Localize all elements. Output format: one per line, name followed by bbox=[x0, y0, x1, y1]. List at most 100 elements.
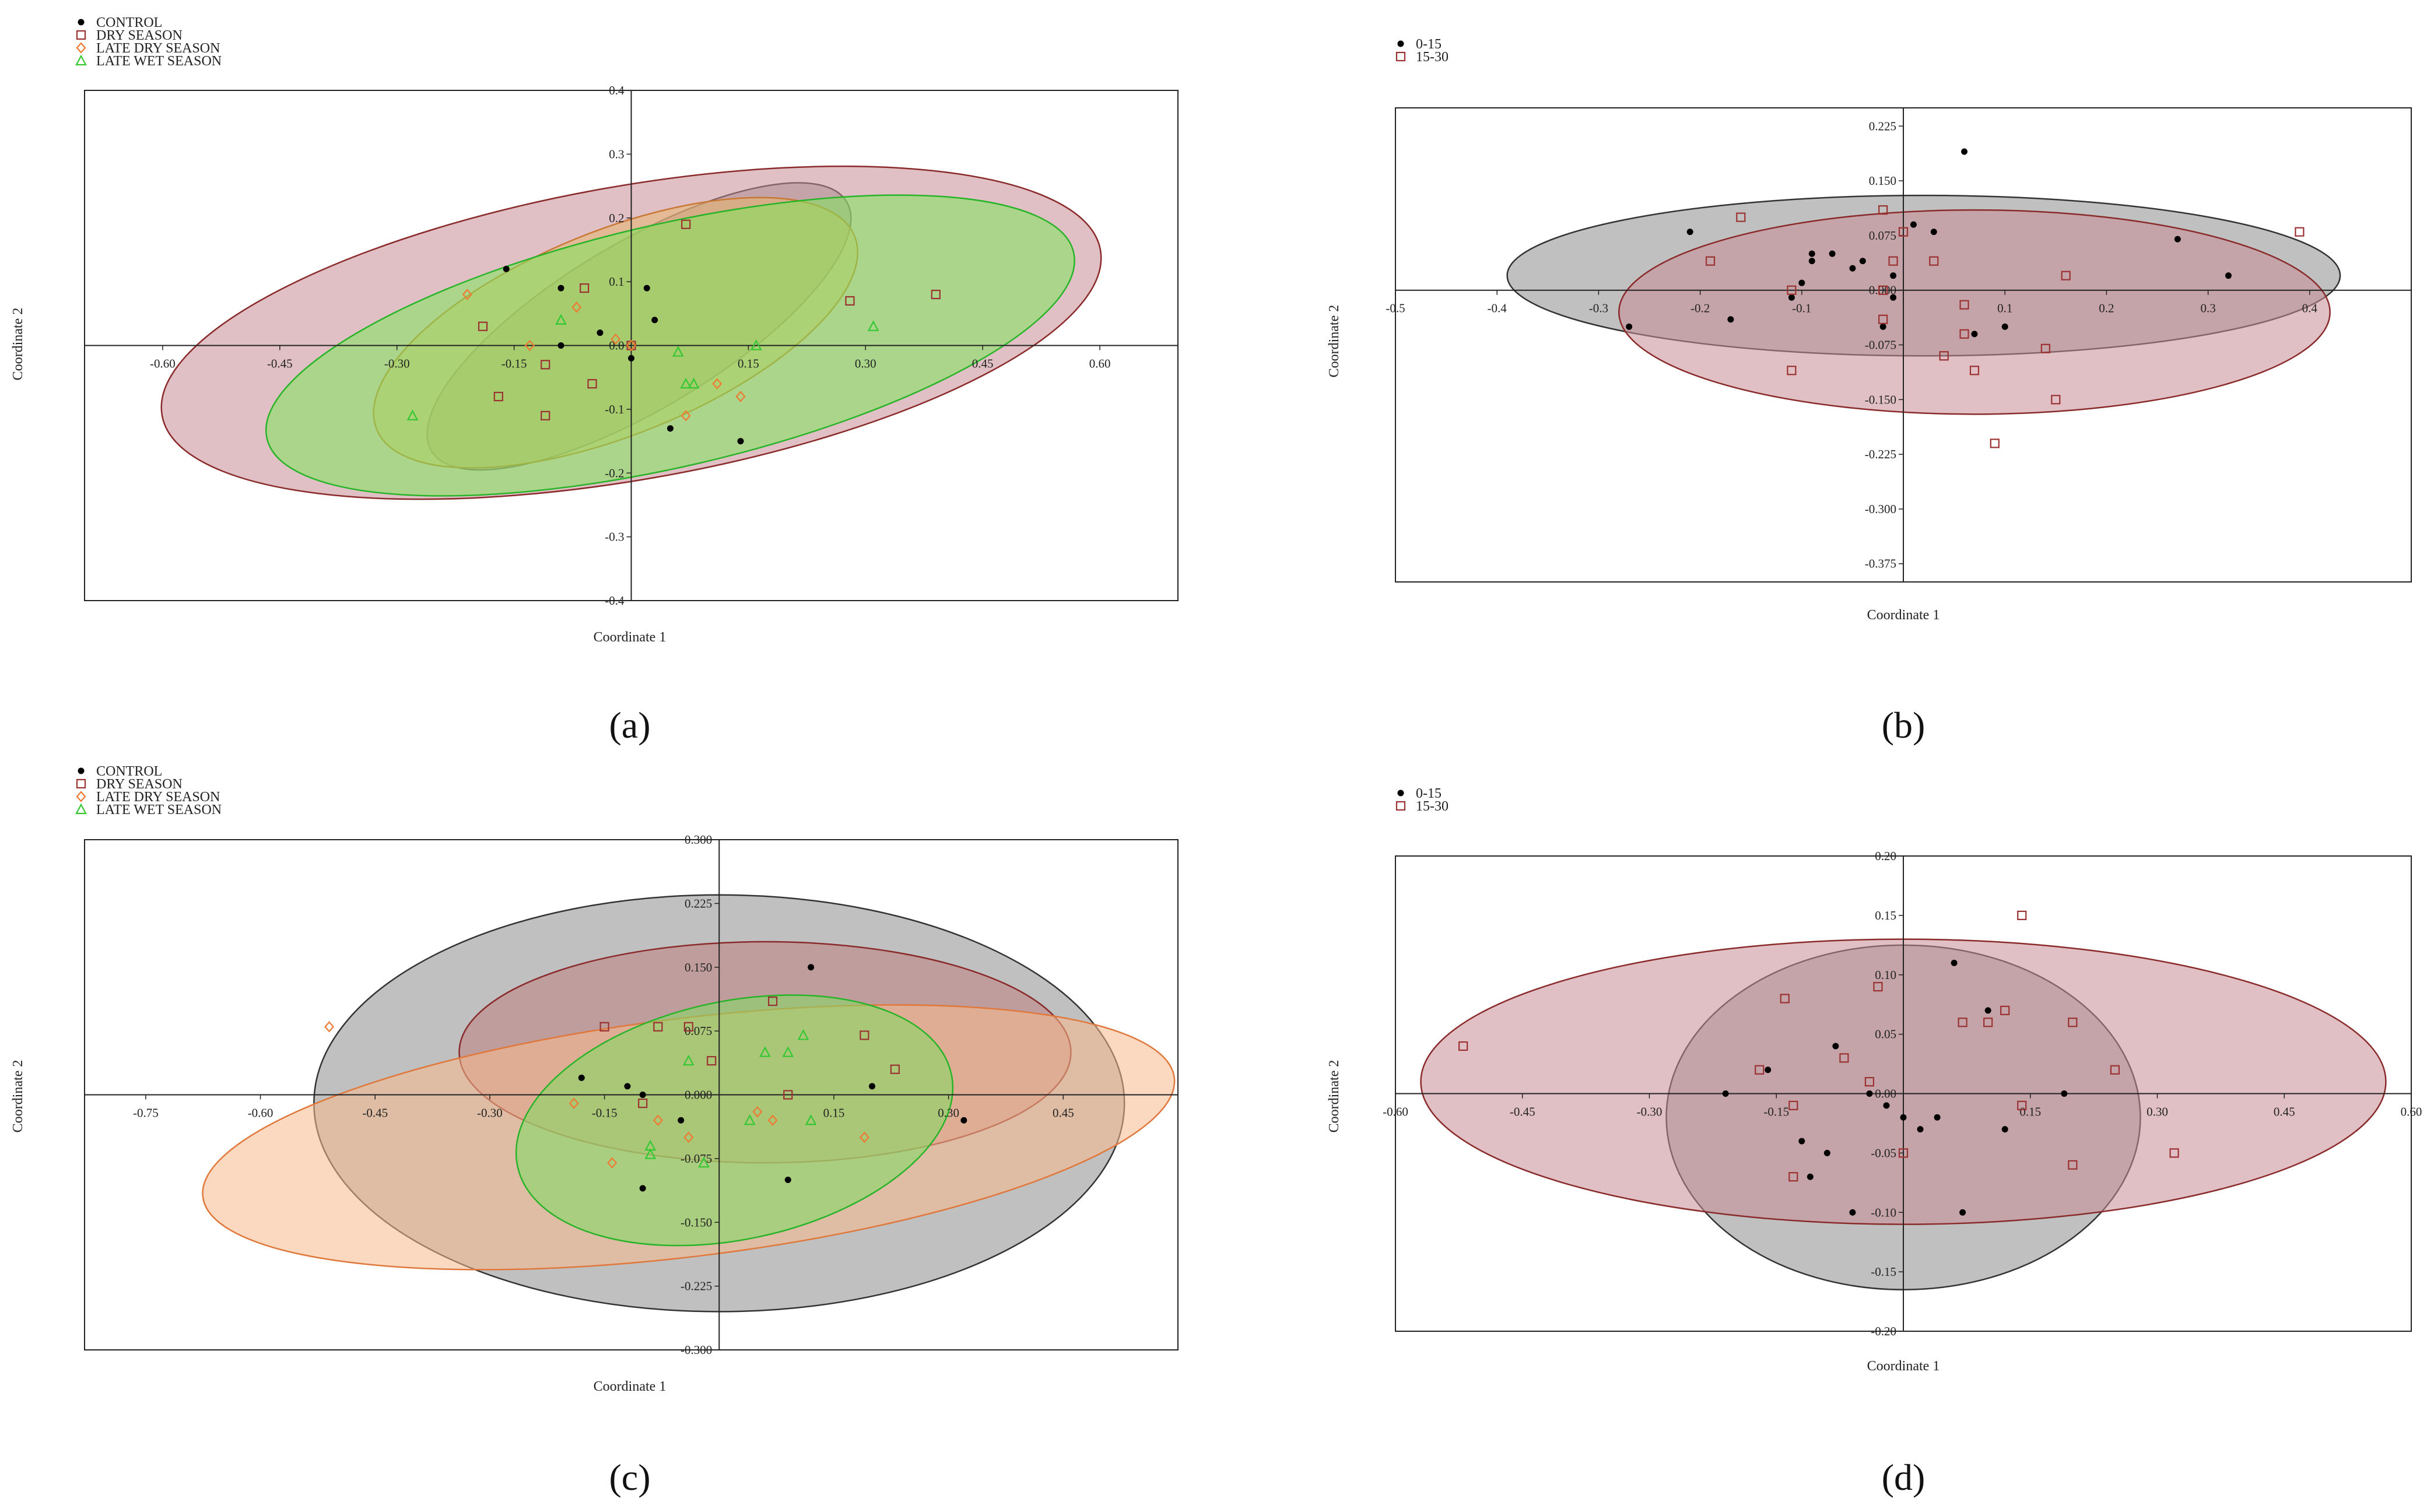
data-point-square bbox=[2017, 1100, 2027, 1110]
legend-entry: DRY SEASON bbox=[96, 777, 183, 792]
y-tick-label: 0.000 bbox=[685, 1088, 712, 1102]
x-tick-label: 0.45 bbox=[1053, 1106, 1074, 1120]
confidence-ellipse-1 bbox=[1618, 209, 2331, 415]
y-axis-label: Coordinate 2 bbox=[10, 308, 26, 381]
legend-marker bbox=[1395, 51, 1406, 62]
data-point-triangle bbox=[688, 377, 700, 389]
data-point-square bbox=[638, 1098, 648, 1108]
x-tick-label: -0.45 bbox=[362, 1106, 388, 1120]
data-point-square bbox=[2000, 1005, 2010, 1015]
y-tick-label: -0.4 bbox=[605, 594, 625, 608]
x-axis-label: Coordinate 1 bbox=[594, 1379, 667, 1394]
y-tick-label: -0.20 bbox=[1871, 1324, 1896, 1338]
data-point-dot bbox=[1832, 1043, 1839, 1050]
y-tick-label: 0.300 bbox=[685, 833, 712, 847]
data-point-dot bbox=[1808, 250, 1815, 257]
data-point-square bbox=[1878, 205, 1888, 215]
data-point-square bbox=[653, 1022, 663, 1032]
data-point-diamond bbox=[626, 339, 636, 352]
y-tick-label: -0.10 bbox=[1871, 1205, 1896, 1219]
data-point-square bbox=[890, 1064, 900, 1074]
chart-panel-a: -0.60 -0.45 -0.30 -0.15 0.15 0.30 0.45 0.60 0.4 0… bbox=[10, 15, 1179, 746]
data-point-square bbox=[1788, 1100, 1798, 1110]
data-point-dot bbox=[1859, 258, 1866, 265]
data-point-diamond bbox=[681, 410, 691, 422]
panel-caption: (d) bbox=[1882, 1457, 1926, 1498]
x-tick-label: -0.30 bbox=[1637, 1105, 1663, 1119]
legend-entry: 15-30 bbox=[1416, 50, 1449, 65]
data-point-square bbox=[1969, 366, 1980, 376]
confidence-ellipse-3 bbox=[515, 994, 954, 1247]
legend-entry: CONTROL bbox=[96, 15, 162, 30]
x-tick-label: 0.45 bbox=[2274, 1105, 2295, 1119]
legend-marker bbox=[76, 30, 86, 40]
data-point-diamond bbox=[571, 301, 582, 313]
data-point-square bbox=[1958, 1018, 1967, 1027]
legend-marker bbox=[78, 767, 85, 774]
data-point-dot bbox=[1910, 221, 1917, 228]
x-tick-label: -0.1 bbox=[1792, 301, 1811, 315]
data-point-dot bbox=[1798, 1138, 1805, 1145]
x-axis-label: Coordinate 1 bbox=[594, 630, 667, 645]
data-point-dot bbox=[808, 964, 815, 971]
data-point-dot bbox=[651, 317, 658, 324]
data-point-triangle bbox=[406, 409, 419, 420]
x-tick-label: -0.60 bbox=[150, 357, 176, 371]
data-point-square bbox=[1788, 1172, 1798, 1182]
data-point-dot bbox=[1807, 1173, 1814, 1180]
data-point-dot bbox=[1788, 294, 1795, 301]
data-point-dot bbox=[628, 355, 634, 362]
data-point-dot bbox=[2001, 1126, 2008, 1133]
y-axis-label: Coordinate 2 bbox=[1327, 305, 1342, 378]
data-point-square bbox=[1787, 285, 1797, 295]
data-point-dot bbox=[1951, 959, 1958, 966]
y-tick-label: 0.1 bbox=[609, 275, 624, 289]
y-tick-label: 0.075 bbox=[1869, 229, 1896, 243]
x-tick-label: 0.30 bbox=[2147, 1105, 2168, 1119]
data-point-triangle bbox=[680, 377, 692, 389]
legend-marker bbox=[1397, 790, 1404, 797]
x-tick-label: 0.15 bbox=[823, 1106, 845, 1120]
data-point-square bbox=[2295, 227, 2305, 237]
data-point-square bbox=[599, 1022, 609, 1032]
data-point-dot bbox=[578, 1074, 585, 1081]
data-point-dot bbox=[1866, 1090, 1873, 1097]
legend-marker bbox=[75, 803, 87, 815]
x-tick-label: -0.2 bbox=[1691, 301, 1710, 315]
y-tick-label: 0.15 bbox=[1875, 908, 1896, 922]
data-point-square bbox=[1939, 351, 1949, 361]
y-tick-label: -0.225 bbox=[1865, 447, 1896, 461]
x-axis-label: Coordinate 1 bbox=[1867, 1359, 1940, 1374]
data-point-dot bbox=[1883, 1102, 1890, 1109]
data-point-diamond bbox=[859, 1131, 869, 1143]
data-point-dot bbox=[1686, 229, 1693, 236]
y-axis-label: Coordinate 2 bbox=[10, 1060, 26, 1133]
data-point-dot bbox=[639, 1092, 646, 1098]
data-point-triangle bbox=[782, 1046, 794, 1057]
y-tick-label: 0.225 bbox=[685, 896, 712, 910]
x-tick-label: -0.60 bbox=[1383, 1105, 1408, 1119]
x-tick-label: 0.3 bbox=[2200, 301, 2215, 315]
data-point-square bbox=[1959, 329, 1969, 339]
y-tick-label: -0.300 bbox=[681, 1343, 712, 1357]
legend-marker bbox=[76, 791, 86, 802]
data-point-dot bbox=[1765, 1067, 1772, 1074]
y-tick-label: 0.2 bbox=[609, 211, 624, 225]
y-tick-label: -0.2 bbox=[605, 466, 624, 480]
data-point-triangle bbox=[743, 1114, 756, 1125]
y-tick-label: 0.150 bbox=[685, 960, 712, 974]
data-point-dot bbox=[1984, 1007, 1991, 1014]
x-tick-label: 0.30 bbox=[855, 357, 876, 371]
y-tick-label: -0.3 bbox=[605, 530, 624, 544]
y-axis-label: Coordinate 2 bbox=[1327, 1060, 1342, 1133]
data-point-square bbox=[681, 219, 691, 229]
legend-entry: LATE DRY SEASON bbox=[96, 790, 220, 805]
x-tick-label: -0.15 bbox=[501, 357, 527, 371]
data-point-square bbox=[2051, 395, 2061, 405]
x-tick-label: -0.75 bbox=[133, 1106, 159, 1120]
x-tick-label: 0.45 bbox=[972, 357, 994, 371]
data-point-square bbox=[1787, 366, 1797, 376]
data-point-square bbox=[2110, 1065, 2120, 1075]
legend-entry: LATE DRY SEASON bbox=[96, 41, 220, 56]
legend-entry: LATE WET SEASON bbox=[96, 802, 222, 818]
